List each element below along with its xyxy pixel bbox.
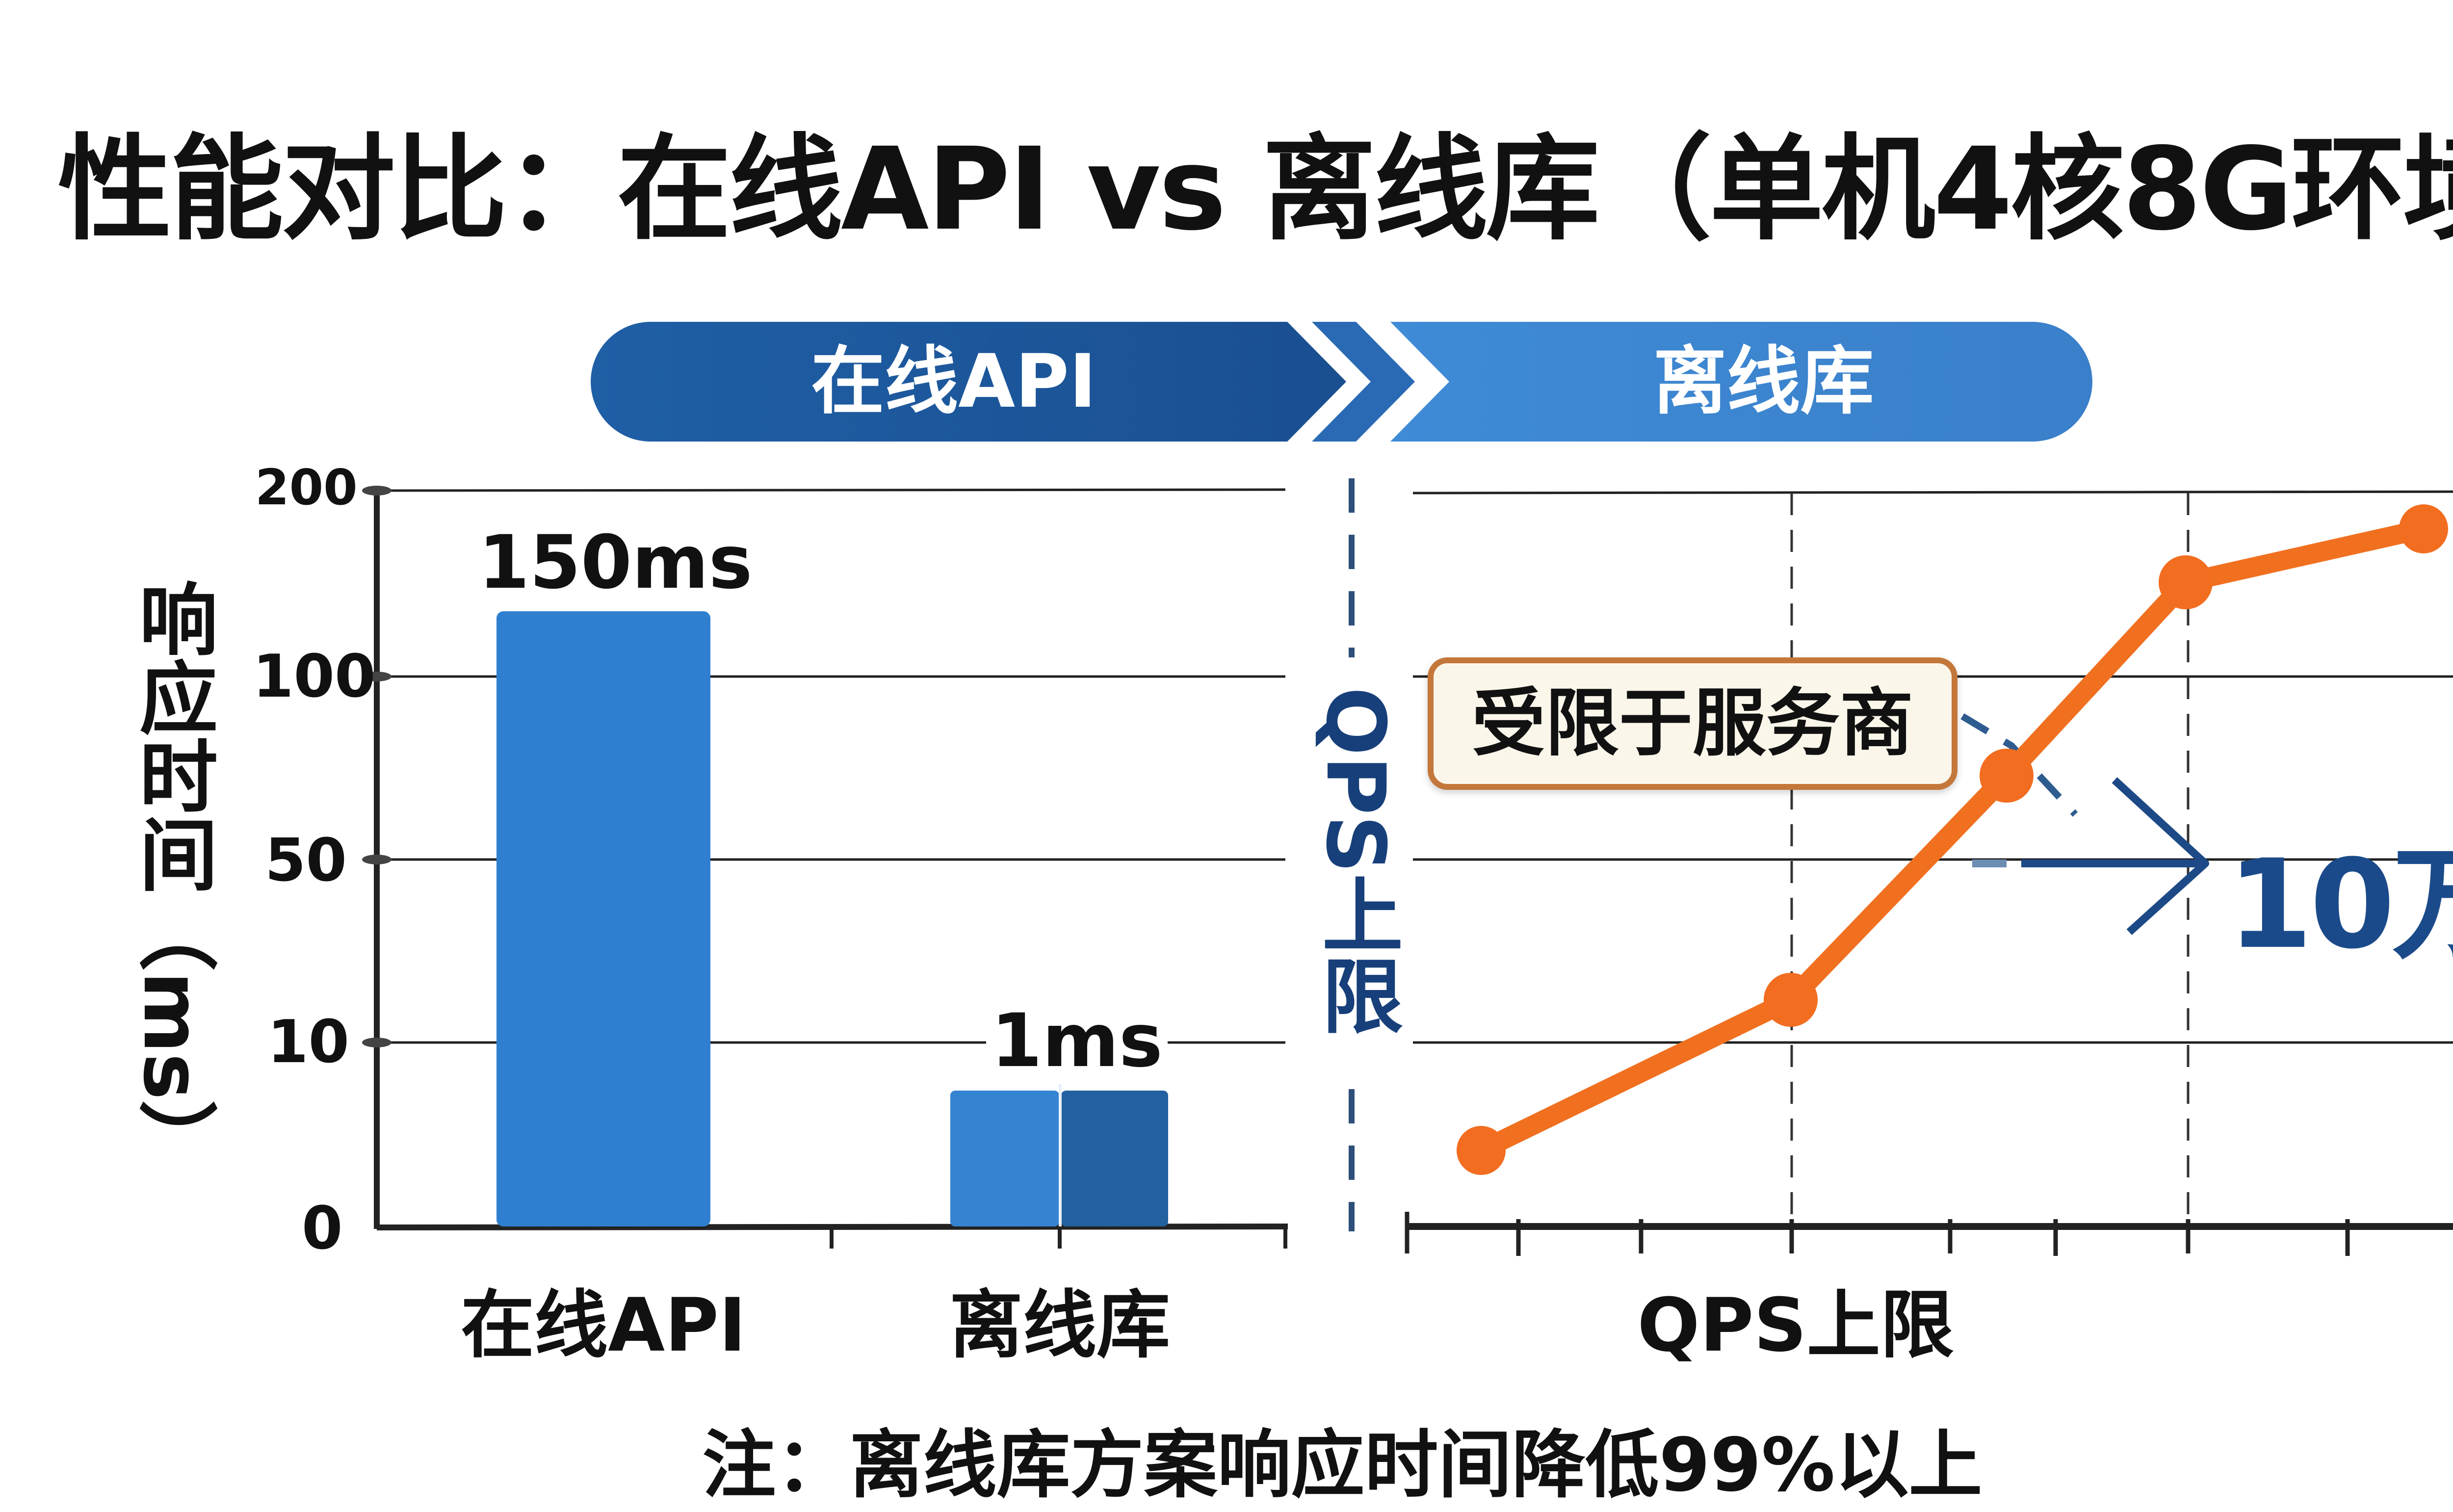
y-tick-200: 200 [255,459,358,516]
right-x-ticks [1405,1212,2350,1256]
x-category-offline-lib: 离线库 [949,1283,1170,1368]
highlight-value-label: 10万+ [2227,833,2453,976]
left-x-ticks [830,1224,1287,1249]
bar-label-online-api: 150ms [478,520,753,605]
comparison-banner: 在线API 离线库 [591,322,2092,442]
vertical-qps-label: QPS上限 [1305,687,1403,1089]
right-x-axis-title: QPS上限 [1637,1283,1954,1368]
banner-shape [591,322,2092,442]
bar-offline-lib-right [1061,1091,1168,1226]
bar-label-offline-lib: 1ms [986,998,1168,1084]
banner-left-label: 在线API [811,339,1096,424]
banner-right-label: 离线库 [1653,339,1874,424]
y-tick-50: 50 [265,827,347,895]
right-vertical-dashed [1790,493,2190,1226]
qps-line-points [1457,504,2448,1175]
y-tick-10: 10 [267,1008,349,1076]
callout-connector [1960,713,2078,817]
bar-offline-lib-left [950,1091,1059,1226]
y-axis-tick-markers [362,486,391,1047]
y-tick-0: 0 [302,1195,343,1263]
double-chevron-right-icon [1312,322,1415,442]
banner-left-segment [591,322,1346,442]
bar-online-api [496,611,710,1226]
page-title: 性能对比：在线API vs 离线库（单机4核8G环境） [57,123,2453,256]
y-tick-100: 100 [253,643,376,711]
footnote: 注：离线库方案响应时间降低99%以上 [702,1423,1983,1508]
x-category-online-api: 在线API [461,1283,746,1368]
y-axis-title: 响应时间（ms） [126,579,218,1178]
arrow-head-icon [2112,777,2209,935]
banner-right-segment [1390,322,2092,442]
callout-limited-by-provider: 受限于服务商 [1428,657,1957,790]
